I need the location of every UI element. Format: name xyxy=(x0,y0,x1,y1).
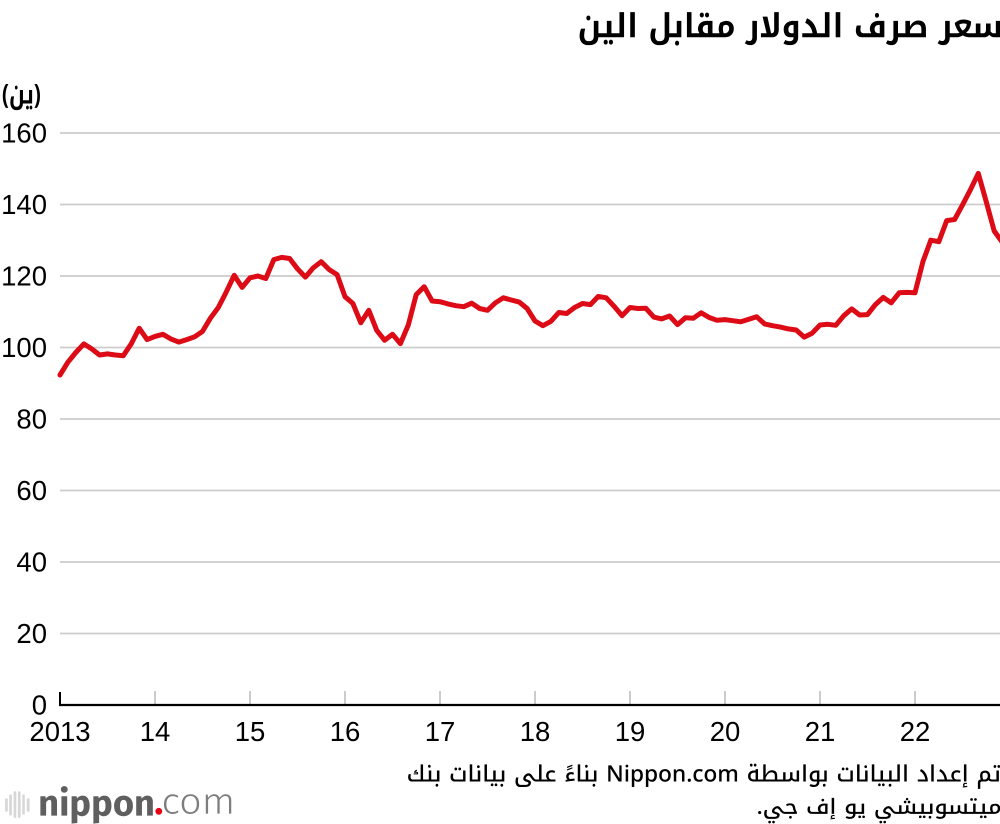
svg-text:0: 0 xyxy=(32,690,47,721)
svg-text:40: 40 xyxy=(16,547,47,578)
svg-text:14: 14 xyxy=(140,716,171,747)
svg-text:100: 100 xyxy=(1,332,47,363)
svg-text:21: 21 xyxy=(805,716,836,747)
svg-text:20: 20 xyxy=(16,618,47,649)
svg-text:15: 15 xyxy=(235,716,266,747)
svg-text:2013: 2013 xyxy=(29,716,90,747)
svg-text:120: 120 xyxy=(1,261,47,292)
svg-text:20: 20 xyxy=(710,716,741,747)
svg-text:80: 80 xyxy=(16,404,47,435)
svg-text:60: 60 xyxy=(16,475,47,506)
svg-text:160: 160 xyxy=(1,118,47,149)
svg-text:22: 22 xyxy=(900,716,931,747)
svg-text:17: 17 xyxy=(425,716,456,747)
svg-text:140: 140 xyxy=(1,189,47,220)
svg-text:18: 18 xyxy=(520,716,551,747)
svg-text:16: 16 xyxy=(330,716,361,747)
svg-text:19: 19 xyxy=(615,716,646,747)
